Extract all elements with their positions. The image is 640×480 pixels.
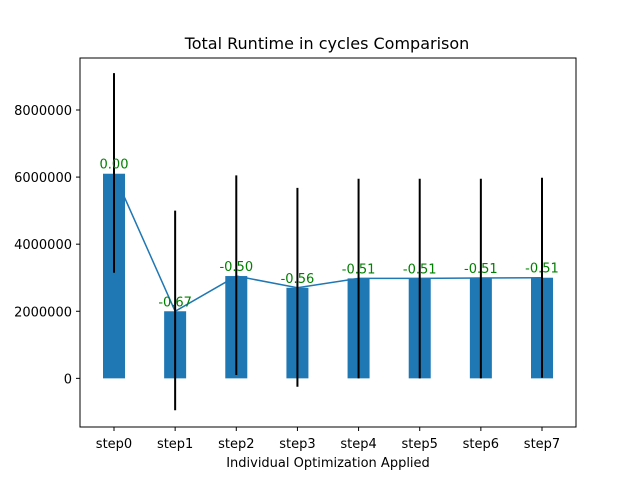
x-tick-label-step2: step2 (218, 437, 254, 452)
x-tick-label-step5: step5 (402, 437, 438, 452)
chart-title: Total Runtime in cycles Comparison (184, 34, 470, 53)
y-tick-label-4: 8000000 (14, 104, 72, 119)
data-label-step4: -0.51 (342, 262, 376, 277)
bar-step0 (103, 173, 125, 379)
data-label-step6: -0.51 (464, 262, 498, 277)
x-tick-label-step6: step6 (463, 437, 499, 452)
x-tick-label-step4: step4 (340, 437, 376, 452)
data-label-step2: -0.50 (219, 260, 253, 275)
y-tick-label-3: 6000000 (14, 171, 72, 186)
y-tick-label-1: 2000000 (14, 305, 72, 320)
x-tick-label-step3: step3 (279, 437, 315, 452)
data-label-step0: 0.00 (100, 158, 129, 173)
x-tick-label-step0: step0 (96, 437, 132, 452)
data-label-step5: -0.51 (403, 262, 437, 277)
data-label-step1: -0.67 (158, 295, 192, 310)
x-tick-label-step7: step7 (524, 437, 560, 452)
data-label-step3: -0.56 (281, 272, 315, 287)
plot-frame (79, 57, 577, 428)
data-label-step7: -0.51 (525, 262, 559, 277)
x-axis-label: Individual Optimization Applied (226, 456, 430, 471)
series-line (113, 173, 543, 313)
x-tick-label-step1: step1 (157, 437, 193, 452)
y-tick-label-0: 0 (64, 372, 72, 387)
axes: 0 2000000 4000000 6000000 8000000 step0 step1 s… (14, 104, 560, 452)
plot-area: 0.00 -0.67 -0.50 -0.56 -0.51 -0.51 -0.51 -0.51 (100, 73, 559, 411)
y-tick-label-2: 4000000 (14, 238, 72, 253)
